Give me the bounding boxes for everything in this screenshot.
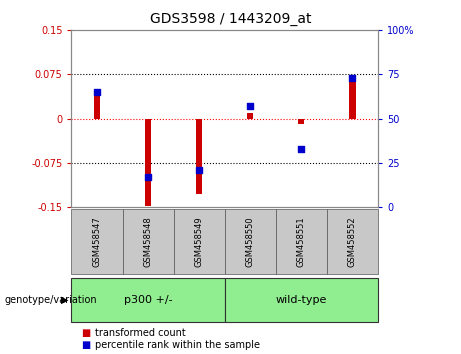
Bar	[196, 119, 202, 194]
Bar	[247, 113, 254, 119]
Text: p300 +/-: p300 +/-	[124, 295, 172, 305]
Bar	[298, 119, 304, 125]
Bar	[145, 119, 151, 206]
Text: ■: ■	[81, 340, 90, 350]
Point	[93, 89, 100, 95]
Bar	[94, 90, 100, 119]
Point	[349, 75, 356, 81]
Text: ■: ■	[81, 329, 90, 338]
Text: genotype/variation: genotype/variation	[5, 295, 97, 305]
Text: ▶: ▶	[61, 295, 68, 305]
Text: wild-type: wild-type	[276, 295, 327, 305]
Text: GSM458547: GSM458547	[93, 216, 101, 267]
Text: GSM458548: GSM458548	[143, 216, 153, 267]
Text: GSM458550: GSM458550	[246, 216, 255, 267]
Text: GSM458551: GSM458551	[297, 216, 306, 267]
Text: transformed count: transformed count	[95, 329, 185, 338]
Point	[298, 146, 305, 152]
Point	[195, 167, 203, 173]
Bar	[349, 75, 355, 119]
Text: GSM458552: GSM458552	[348, 216, 357, 267]
Text: percentile rank within the sample: percentile rank within the sample	[95, 340, 260, 350]
Point	[144, 174, 152, 180]
Text: GDS3598 / 1443209_at: GDS3598 / 1443209_at	[150, 12, 311, 27]
Text: GSM458549: GSM458549	[195, 216, 204, 267]
Point	[247, 103, 254, 109]
